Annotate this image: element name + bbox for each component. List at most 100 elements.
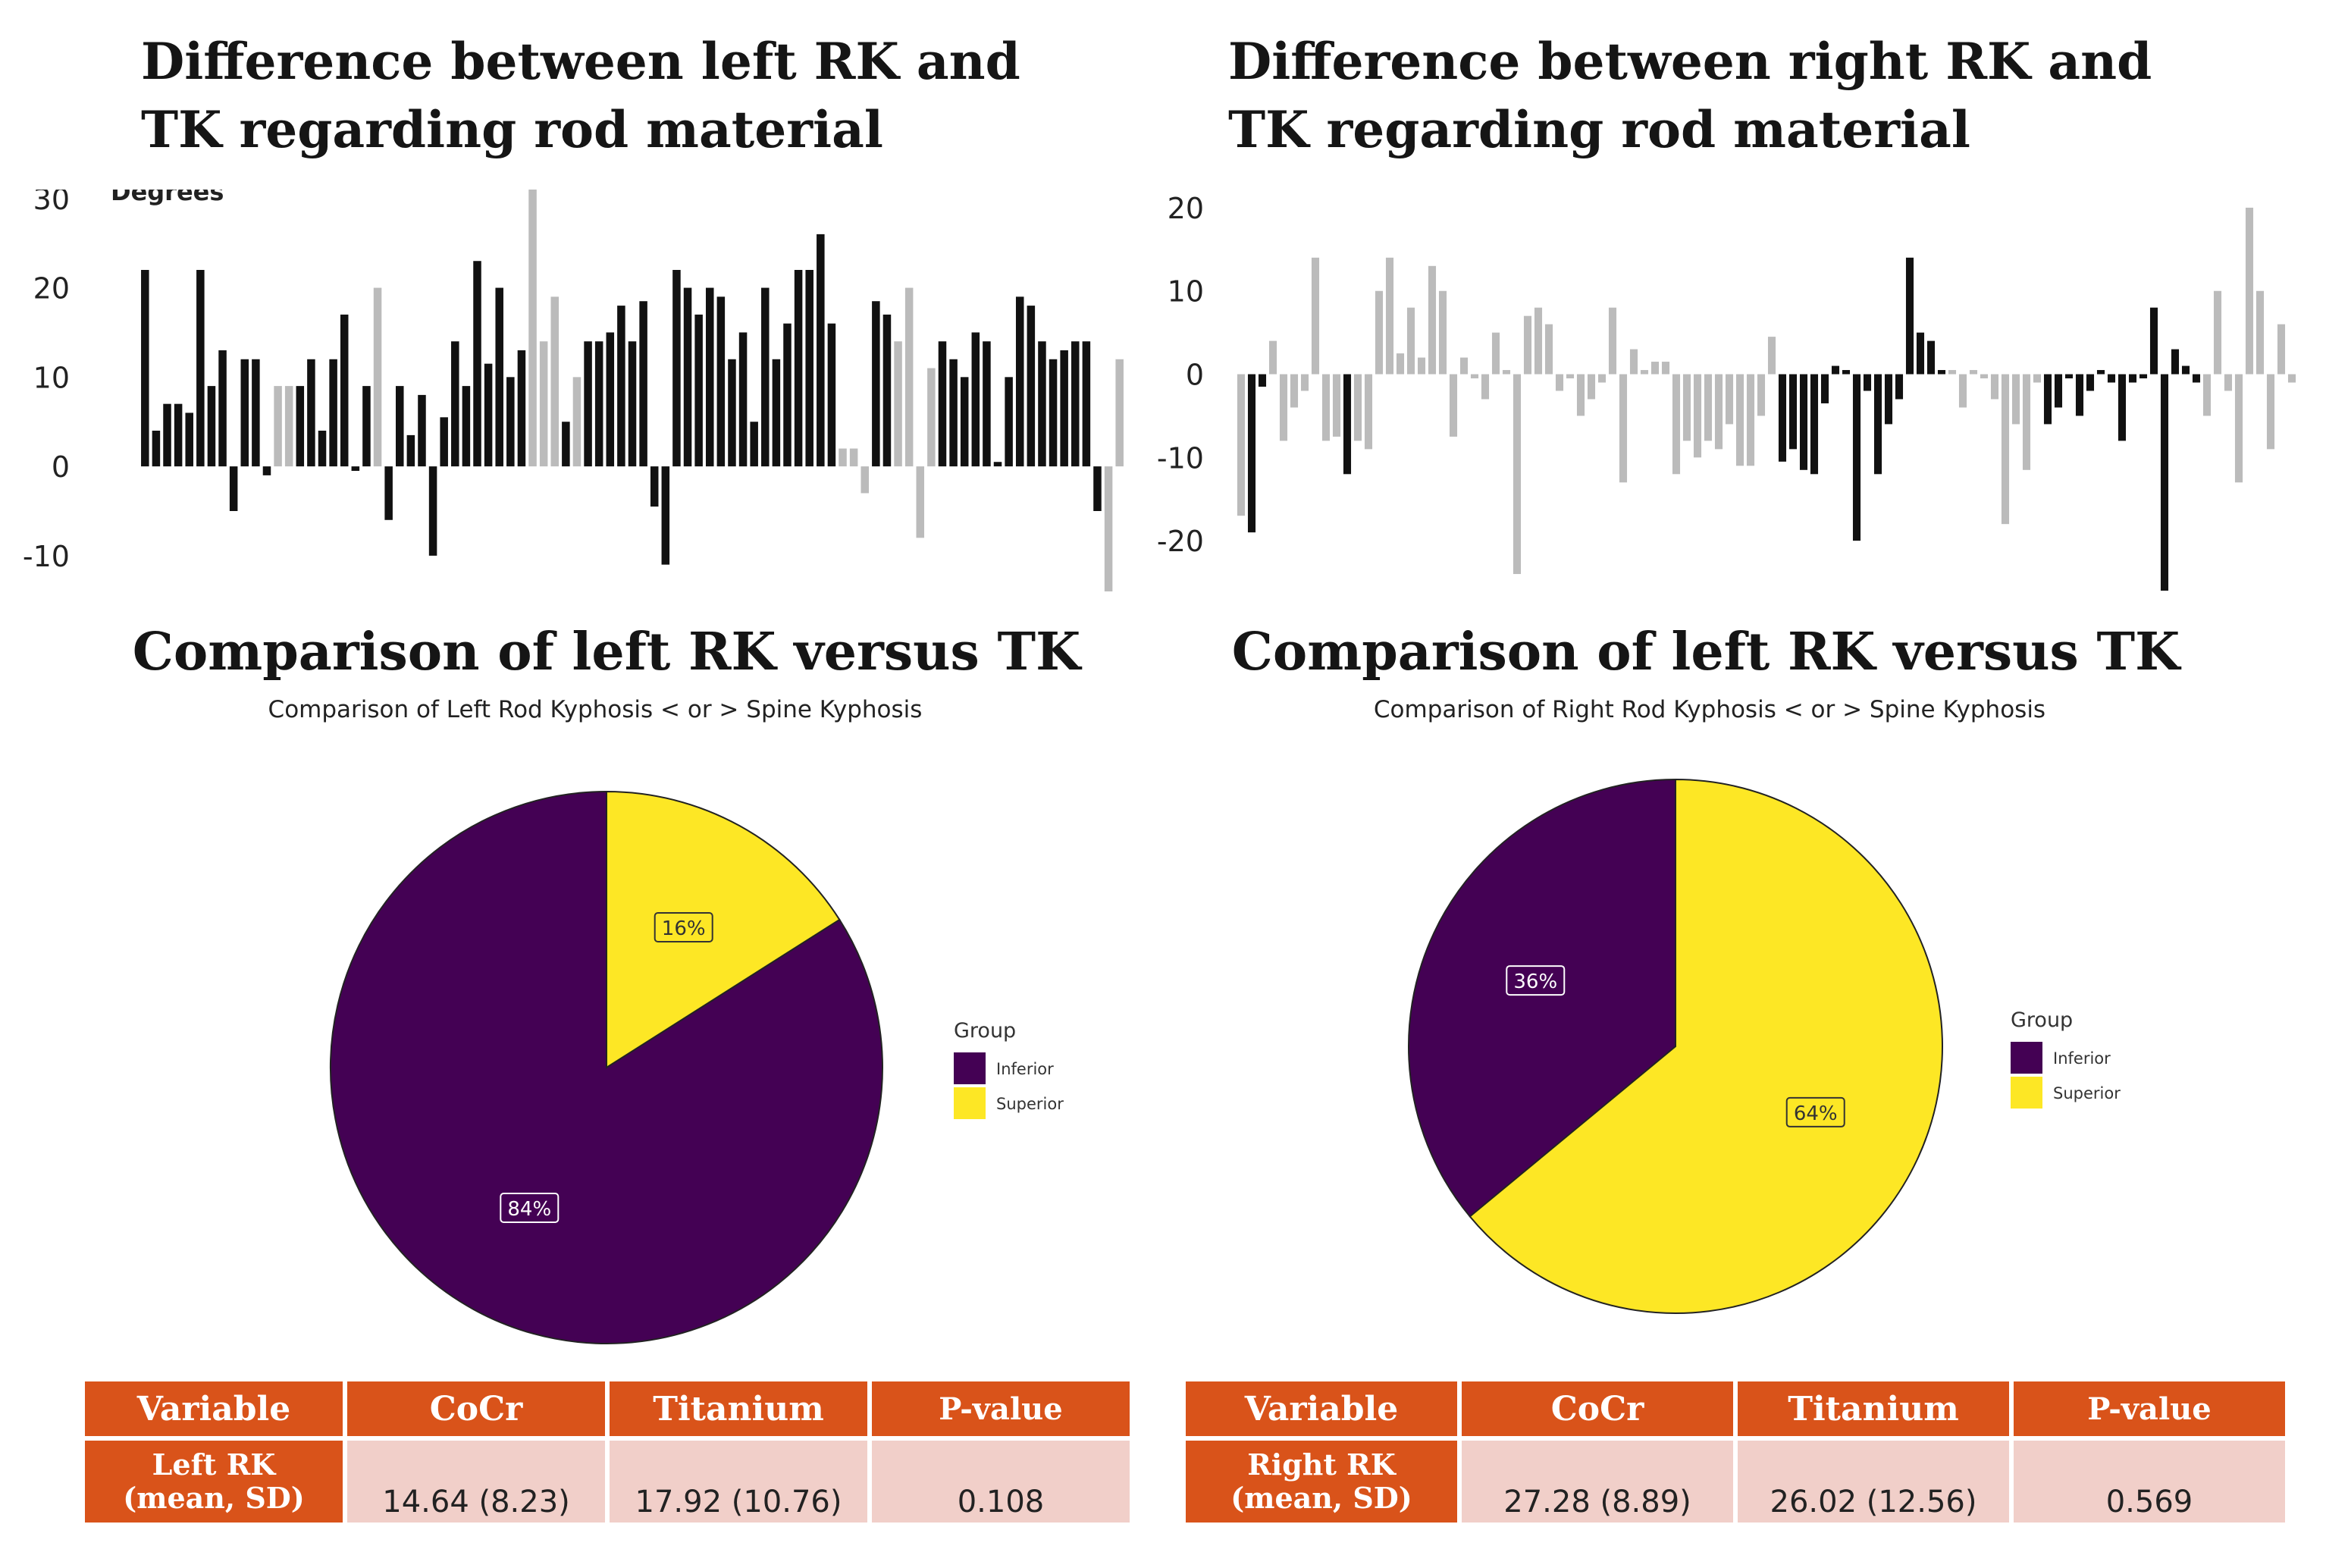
bar — [1926, 340, 1936, 375]
legend-label: Inferior — [2053, 1049, 2111, 1068]
bar — [993, 462, 1002, 467]
bar — [927, 368, 936, 467]
row-label: Right RK (mean, SD) — [1186, 1441, 1457, 1523]
bar — [1788, 374, 1798, 450]
right-pie-title: Comparison of left RK versus TK — [1231, 622, 2180, 682]
y-tick-label: -10 — [23, 540, 70, 573]
bar — [1258, 374, 1267, 387]
bar — [705, 287, 714, 467]
bar — [1555, 374, 1564, 391]
y-tick-label: 0 — [1186, 359, 1204, 392]
cell-p-value: 0.569 — [2014, 1441, 2285, 1523]
left-bar-chart-title: Difference between left RK and TK regard… — [141, 32, 1020, 159]
bar — [1104, 466, 1113, 591]
header-p-value: P-value — [2014, 1381, 2285, 1436]
bar — [1778, 374, 1787, 462]
table-row: Left RK (mean, SD) 14.64 (8.23) 17.92 (1… — [85, 1441, 1130, 1523]
table-header-row: Variable CoCr Titanium P-value — [85, 1381, 1130, 1436]
bar — [750, 422, 758, 467]
pie-slice-inferior — [1408, 778, 1676, 1218]
bar — [562, 422, 570, 467]
bar — [683, 287, 692, 467]
legend-title: Group — [954, 1019, 1016, 1043]
bar — [329, 359, 337, 467]
bar — [262, 466, 271, 475]
bar — [1884, 374, 1893, 425]
bar — [1290, 374, 1299, 408]
bar — [1576, 374, 1585, 416]
header-variable: Variable — [1186, 1381, 1457, 1436]
bar — [2107, 374, 2116, 383]
bar — [1481, 374, 1490, 400]
bar — [1757, 374, 1766, 416]
bar — [1428, 265, 1437, 375]
bar — [1470, 374, 1479, 379]
bar — [484, 363, 493, 467]
table-header-row: Variable CoCr Titanium P-value — [1186, 1381, 2285, 1436]
bar — [1682, 374, 1691, 441]
bar — [1093, 466, 1102, 511]
bar — [794, 270, 803, 467]
bar — [2245, 207, 2254, 375]
bar — [1650, 362, 1660, 375]
legend-label: Superior — [996, 1095, 1064, 1113]
bar — [949, 359, 958, 467]
bar — [428, 466, 437, 556]
bar — [196, 270, 205, 467]
bar — [572, 377, 582, 467]
bar — [2202, 374, 2212, 416]
bar — [2224, 374, 2233, 391]
bar — [2001, 374, 2010, 525]
pie-slice-label: 36% — [1506, 965, 1566, 996]
bar — [384, 466, 393, 520]
bar — [1842, 370, 1851, 375]
bar — [1311, 257, 1320, 375]
y-tick-label: 20 — [1168, 192, 1204, 225]
bar — [1608, 307, 1617, 375]
right-rk-table: Variable CoCr Titanium P-value Right RK … — [1181, 1377, 2290, 1527]
bar — [1071, 341, 1080, 467]
bar — [849, 448, 858, 467]
bar — [1332, 374, 1341, 437]
right-bar-chart-title: Difference between right RK and TK regar… — [1228, 32, 2152, 159]
bar — [2033, 374, 2042, 383]
header-cocr: CoCr — [1462, 1381, 1733, 1436]
header-p-value: P-value — [872, 1381, 1130, 1436]
bar — [2022, 374, 2031, 470]
bar — [1459, 357, 1469, 375]
bar — [1027, 306, 1036, 467]
table-row: Right RK (mean, SD) 27.28 (8.89) 26.02 (… — [1186, 1441, 2285, 1523]
bar — [1513, 374, 1522, 575]
bar — [584, 341, 592, 467]
bar — [1247, 374, 1256, 533]
bar — [938, 341, 947, 467]
bar — [839, 448, 847, 467]
cell-cocr: 14.64 (8.23) — [347, 1441, 605, 1523]
y-tick-label: -10 — [1157, 441, 1204, 475]
bar — [1060, 350, 1068, 467]
legend-swatch — [2011, 1077, 2042, 1109]
bar — [1895, 374, 1904, 400]
bar — [971, 332, 980, 467]
bar — [1321, 374, 1331, 441]
bar — [2234, 374, 2243, 483]
bar — [716, 296, 726, 467]
pie-slice-superior — [606, 790, 841, 1069]
header-titanium: Titanium — [1738, 1381, 2009, 1436]
bar — [1916, 332, 1925, 375]
bar — [1049, 359, 1058, 467]
left-rk-table: Variable CoCr Titanium P-value Left RK (… — [80, 1377, 1134, 1527]
bar — [2011, 374, 2020, 425]
bar — [240, 359, 249, 467]
legend-title: Group — [2011, 1008, 2073, 1032]
bar — [1364, 374, 1373, 450]
bar — [1534, 307, 1543, 375]
bar — [528, 190, 537, 467]
bar — [252, 359, 260, 467]
bar — [418, 394, 426, 467]
bar — [860, 466, 869, 494]
bar — [1385, 257, 1394, 375]
bar — [2255, 290, 2265, 375]
right-pie-chart: 64% 36% Group Inferior Superior — [1408, 778, 2121, 1314]
bar — [2043, 374, 2052, 425]
